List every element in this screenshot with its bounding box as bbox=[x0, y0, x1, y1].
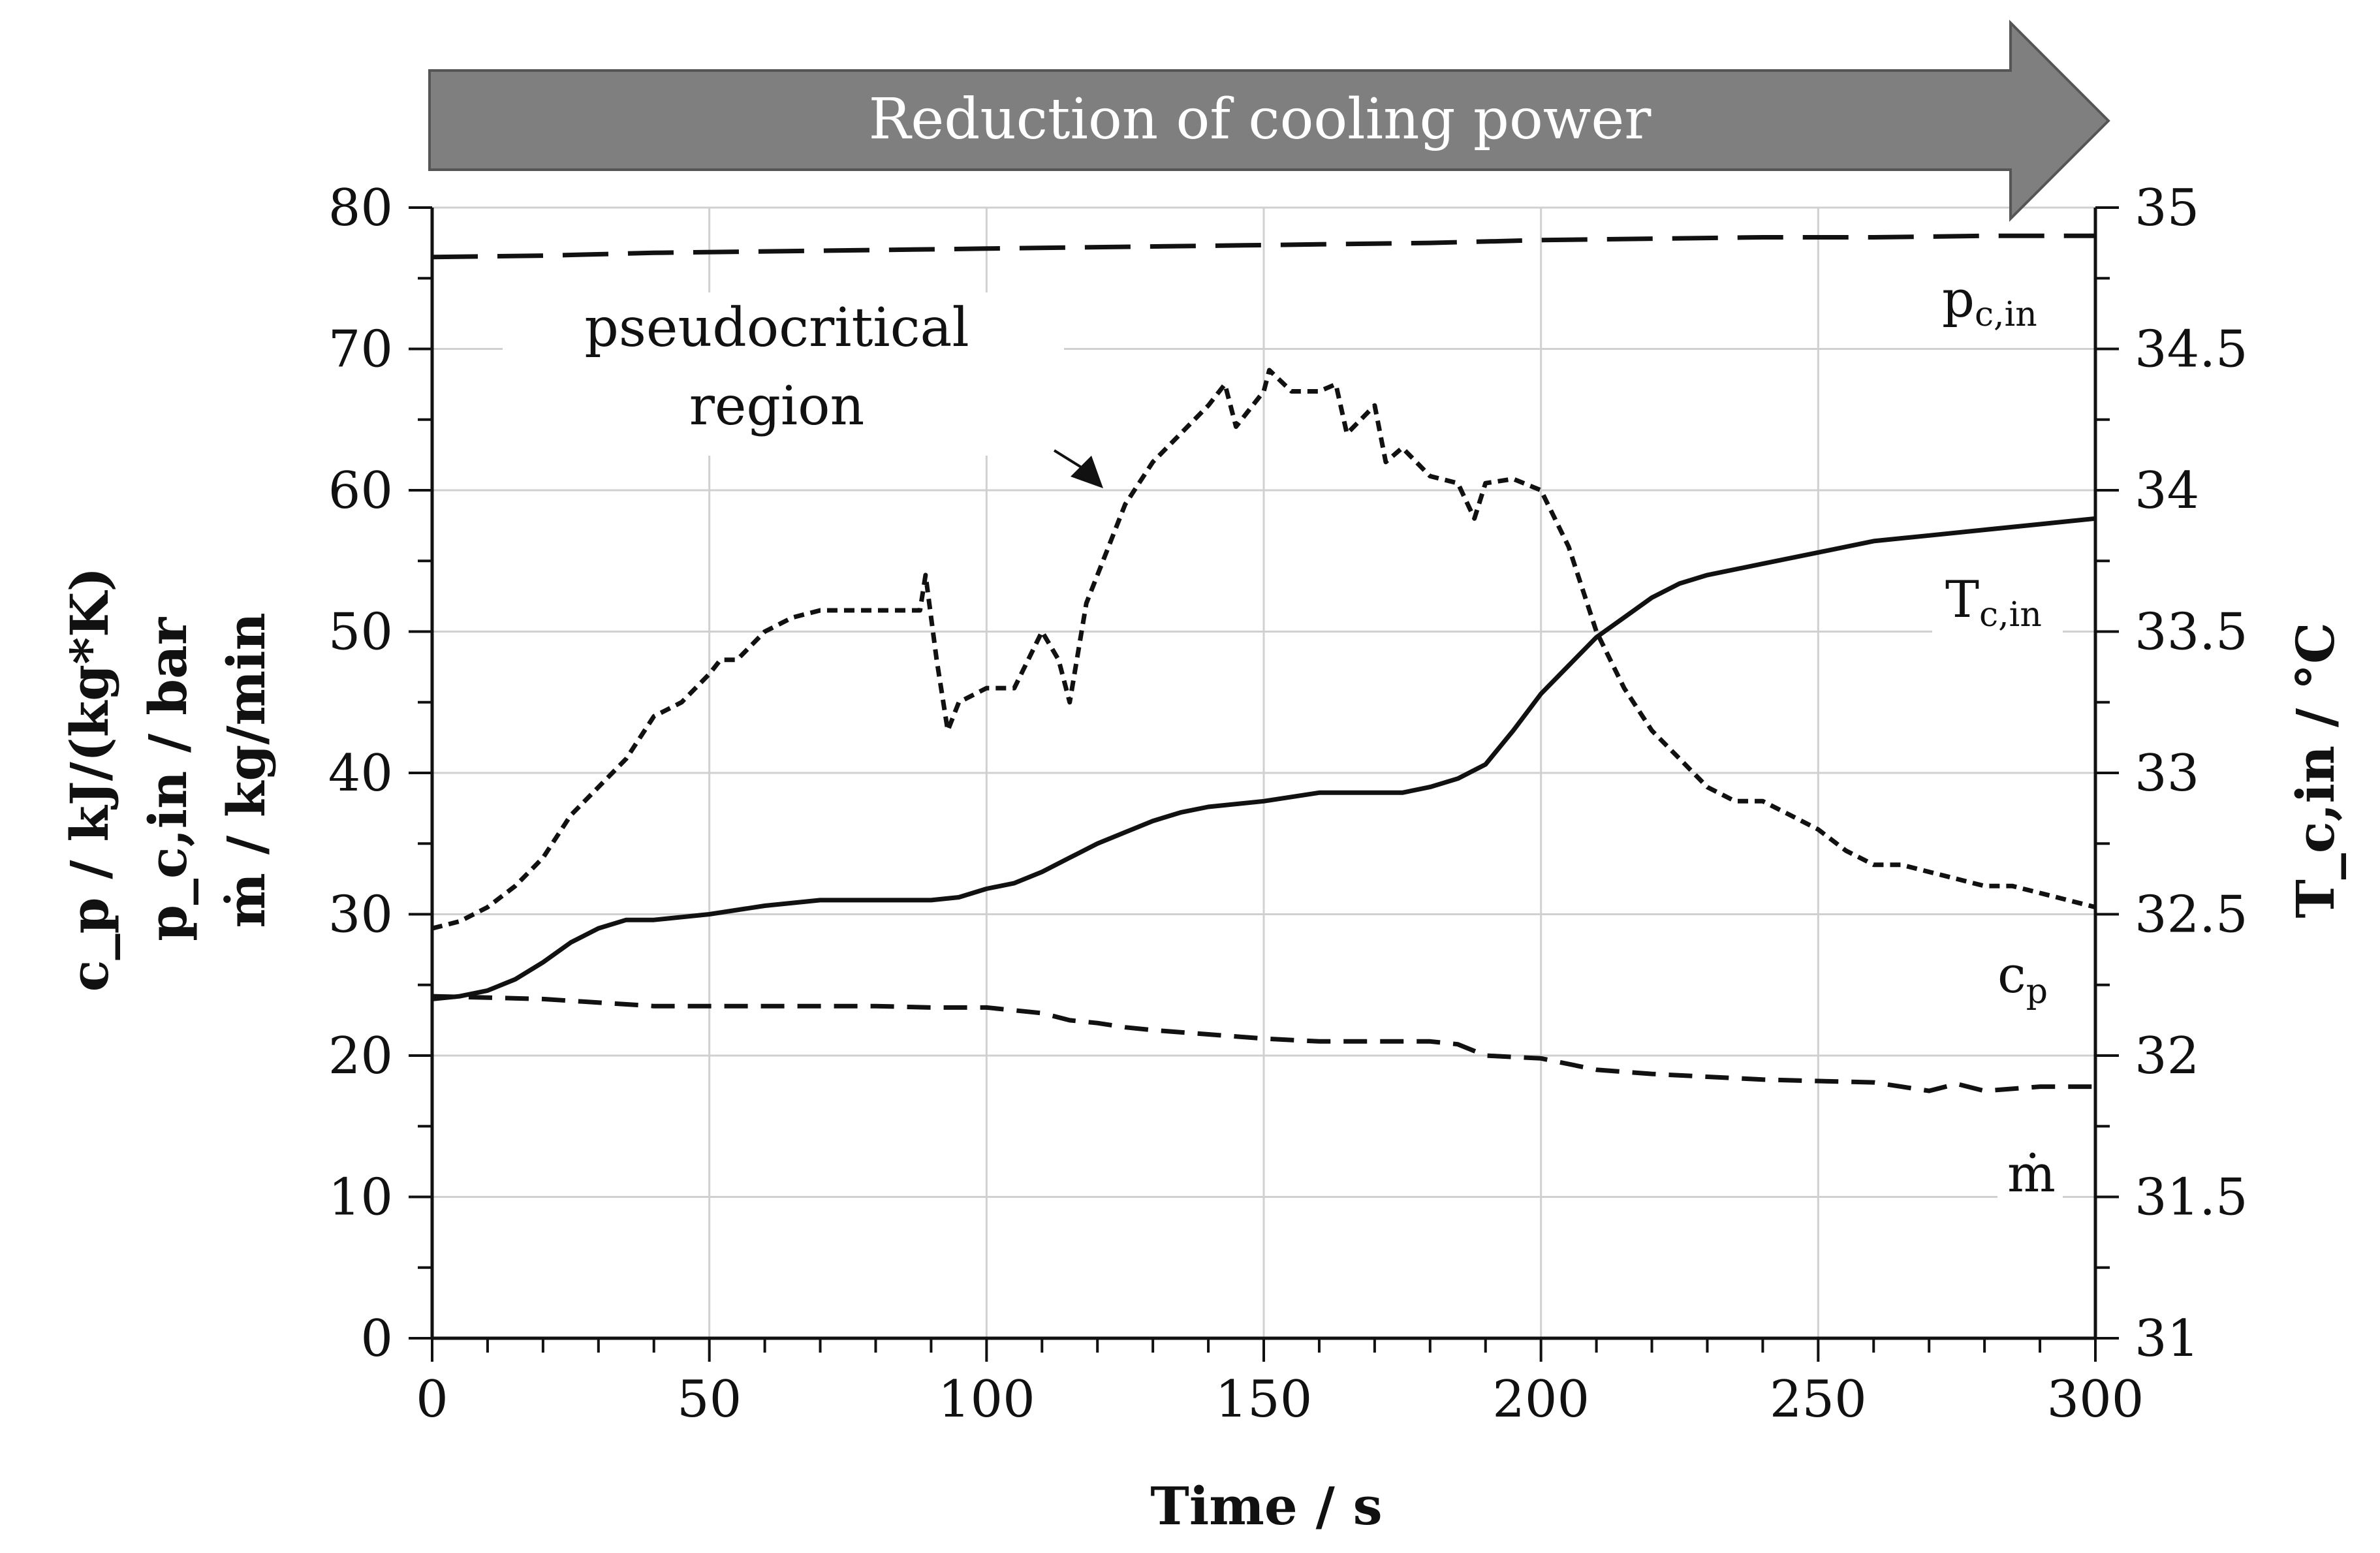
series-line-tcin bbox=[431, 516, 2096, 1001]
annotation-arrow-head bbox=[1071, 456, 1103, 488]
banner-arrow bbox=[428, 20, 2110, 222]
series-line-cp bbox=[431, 368, 2096, 931]
series-label-cp-bg bbox=[1984, 933, 2063, 1018]
y-right-tick-label-32: 32 bbox=[2135, 1027, 2199, 1086]
y-left-title: c_p / kJ/(kg*K) p_c,in / bar ṁ / kg/min bbox=[59, 549, 277, 992]
y-left-title-line2: p_c,in / bar bbox=[137, 617, 198, 941]
series-label-pcin-text: pc,in bbox=[1942, 270, 2037, 334]
x-tick-label-300: 300 bbox=[2047, 1370, 2144, 1429]
y-left-tick-label-80: 80 bbox=[328, 179, 393, 238]
region-label-line1: pseudocritical bbox=[584, 297, 969, 359]
annotation-arrow-shaft bbox=[1053, 449, 1085, 470]
x-tick-label-150: 150 bbox=[1215, 1370, 1313, 1429]
x-tick-label-250: 250 bbox=[1770, 1370, 1867, 1429]
series-label-tcin-bg bbox=[1932, 565, 2063, 636]
y-right-tick-label-31: 31 bbox=[2135, 1310, 2199, 1368]
y-left-tick-label-70: 70 bbox=[328, 321, 393, 379]
series-line-pcin bbox=[431, 233, 2095, 260]
series-label-tcin-text: Tc,in bbox=[1945, 571, 2042, 635]
y-right-tick-label-32.5: 32.5 bbox=[2135, 886, 2248, 945]
x-tick-label-100: 100 bbox=[938, 1370, 1035, 1429]
y-right-tick-label-33.5: 33.5 bbox=[2135, 603, 2248, 662]
y-right-title: T_c,in / °C bbox=[2285, 622, 2346, 918]
series-label-tcin-sub: c,in bbox=[1979, 595, 2042, 635]
series-label-mdot-bg bbox=[1997, 1139, 2063, 1211]
y-left-tick-label-20: 20 bbox=[328, 1027, 393, 1086]
series-label-mdot: ṁ bbox=[1997, 1139, 2063, 1211]
y-left-title-line3: ṁ / kg/min bbox=[215, 612, 277, 928]
x-tick-label-50: 50 bbox=[677, 1370, 742, 1429]
y-left-tick-label-30: 30 bbox=[328, 886, 393, 945]
y-right-tick-label-31.5: 31.5 bbox=[2135, 1169, 2248, 1227]
series-label-pcin-sub: c,in bbox=[1975, 295, 2037, 334]
y-right-tick-label-34.5: 34.5 bbox=[2135, 321, 2248, 379]
y-right-tick-label-35: 35 bbox=[2135, 179, 2199, 238]
y-left-tick-label-0: 0 bbox=[360, 1310, 393, 1368]
region-label-bg bbox=[503, 292, 1064, 456]
y-left-tick-label-40: 40 bbox=[328, 744, 393, 803]
x-tick-label-200: 200 bbox=[1492, 1370, 1589, 1429]
y-left-tick-label-10: 10 bbox=[328, 1169, 393, 1227]
series-label-pcin: pc,in bbox=[1932, 258, 2063, 336]
y-right-tick-label-34: 34 bbox=[2135, 462, 2199, 520]
series-label-tcin-main: T bbox=[1945, 571, 1979, 629]
y-right-tick-label-33: 33 bbox=[2135, 744, 2199, 803]
series-label-cp: cp bbox=[1984, 933, 2063, 1018]
series-label-mdot-text: ṁ bbox=[2007, 1145, 2056, 1204]
y-left-tick-label-60: 60 bbox=[328, 462, 393, 520]
y-left-title-line1: c_p / kJ/(kg*K) bbox=[59, 567, 120, 992]
series-line-mdot bbox=[431, 994, 2095, 1093]
x-axis-title: Time / s bbox=[1150, 1475, 1382, 1537]
series-label-cp-sub: p bbox=[2026, 972, 2048, 1011]
banner-text: Reduction of cooling power bbox=[869, 87, 1652, 152]
x-tick-label-0: 0 bbox=[416, 1370, 448, 1429]
series-label-cp-main: c bbox=[1997, 946, 2026, 1005]
ticks: 0 50 100 150 200 250 300 0 10 20 30 40 50 60 70 80 31 31.… bbox=[328, 179, 2248, 1429]
series-layer bbox=[431, 233, 2096, 1093]
y-left-tick-label-50: 50 bbox=[328, 603, 393, 662]
series-label-pcin-bg bbox=[1932, 258, 2063, 336]
series-label-cp-text: cp bbox=[1997, 946, 2048, 1011]
region-label-line2: region bbox=[689, 375, 865, 437]
series-label-tcin: Tc,in bbox=[1932, 565, 2063, 636]
series-label-pcin-main: p bbox=[1942, 270, 1975, 329]
